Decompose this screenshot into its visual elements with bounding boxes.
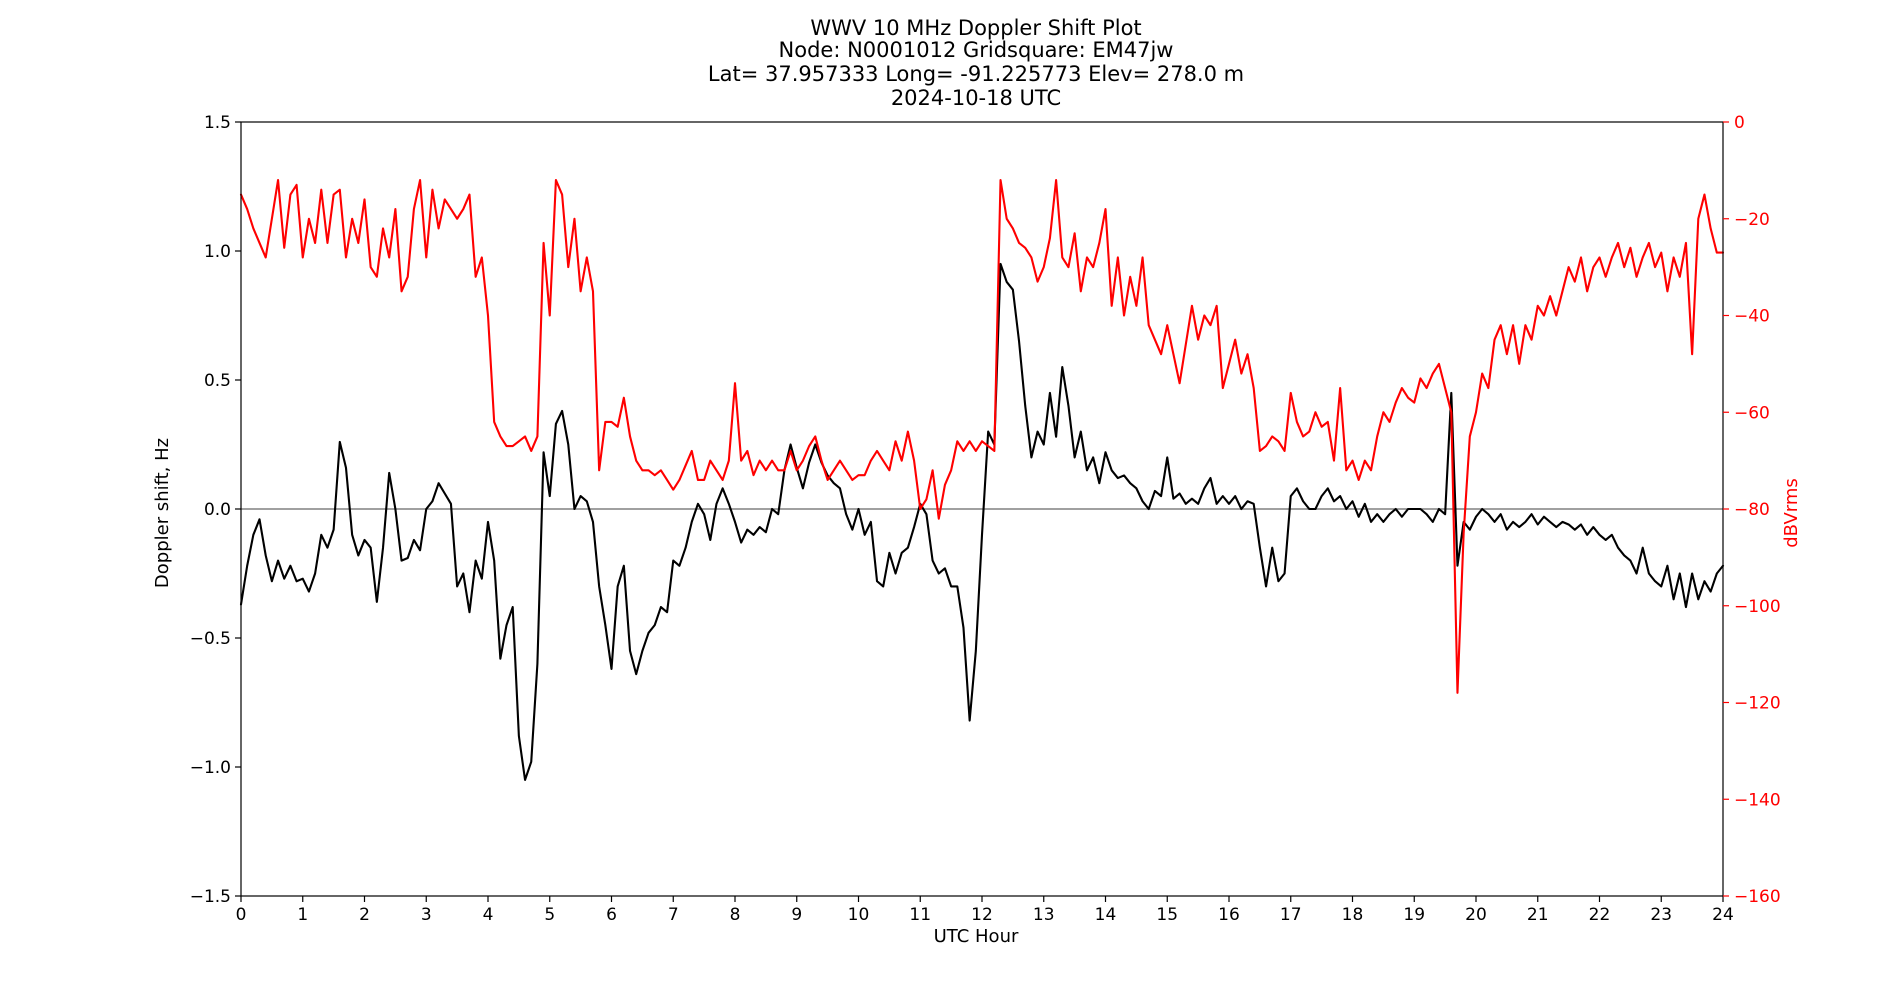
- y2-tick-label: −140: [1734, 790, 1781, 810]
- x-tick-label: 3: [421, 905, 432, 925]
- x-tick-label: 9: [791, 905, 802, 925]
- y-tick-label: 1.0: [204, 242, 231, 262]
- x-tick-label: 1: [297, 905, 308, 925]
- x-tick-label: 17: [1280, 905, 1302, 925]
- chart-title-line-4: 2024-10-18 UTC: [891, 86, 1061, 110]
- signal-power-line: [239, 179, 1725, 694]
- x-tick-label: 19: [1403, 905, 1425, 925]
- x-tick-label: 18: [1342, 905, 1364, 925]
- y-tick-label: 1.5: [204, 113, 231, 133]
- x-tick-label: 8: [730, 905, 741, 925]
- x-tick-label: 12: [971, 905, 993, 925]
- y2-tick-label: −120: [1734, 694, 1781, 714]
- x-tick-label: 2: [359, 905, 370, 925]
- y2-tick-label: −100: [1734, 597, 1781, 617]
- y-tick-label: 0.0: [204, 500, 231, 520]
- doppler-shift-line: [239, 262, 1725, 781]
- chart-title-line-1: WWV 10 MHz Doppler Shift Plot: [810, 16, 1141, 40]
- y2-tick-label: −80: [1734, 500, 1770, 520]
- x-tick-label: 21: [1527, 905, 1549, 925]
- y-tick-label: −0.5: [190, 629, 231, 649]
- x-tick-label: 0: [236, 905, 247, 925]
- y2-tick-label: −40: [1734, 307, 1770, 327]
- x-tick-label: 10: [848, 905, 870, 925]
- x-tick-label: 5: [544, 905, 555, 925]
- chart-title-line-2: Node: N0001012 Gridsquare: EM47jw: [779, 38, 1174, 62]
- x-tick-label: 6: [606, 905, 617, 925]
- y-tick-label: −1.5: [190, 887, 231, 907]
- y-axis-label: Doppler shift, Hz: [152, 438, 173, 588]
- y2-tick-label: −160: [1734, 887, 1781, 907]
- chart-title-line-3: Lat= 37.957333 Long= -91.225773 Elev= 27…: [708, 62, 1244, 86]
- x-tick-label: 15: [1156, 905, 1178, 925]
- y2-tick-label: −20: [1734, 210, 1770, 230]
- y-tick-label: 0.5: [204, 371, 231, 391]
- x-tick-label: 11: [909, 905, 931, 925]
- y-tick-label: −1.0: [190, 758, 231, 778]
- x-tick-label: 24: [1712, 905, 1734, 925]
- x-tick-label: 23: [1650, 905, 1672, 925]
- x-tick-label: 4: [483, 905, 494, 925]
- y2-tick-label: −60: [1734, 403, 1770, 423]
- x-tick-label: 14: [1095, 905, 1117, 925]
- y2-axis-label: dBVrms: [1781, 478, 1802, 548]
- x-tick-label: 13: [1033, 905, 1055, 925]
- plot-area: 0 1 2 3 4 5 6 7 8 9 10 11 12 13 14 15 16 17 18 19 20 21 22 23 24…: [190, 113, 1781, 925]
- x-tick-label: 16: [1218, 905, 1240, 925]
- x-axis-label: UTC Hour: [934, 926, 1019, 947]
- y2-tick-label: 0: [1734, 113, 1745, 133]
- x-tick-label: 7: [668, 905, 679, 925]
- x-tick-label: 20: [1465, 905, 1487, 925]
- x-tick-label: 22: [1589, 905, 1611, 925]
